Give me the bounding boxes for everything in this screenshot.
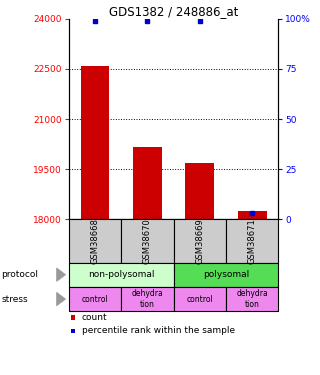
Text: polysomal: polysomal [203, 270, 249, 279]
Title: GDS1382 / 248886_at: GDS1382 / 248886_at [109, 4, 238, 18]
Text: GSM38668: GSM38668 [91, 218, 100, 264]
Text: dehydra
tion: dehydra tion [236, 290, 268, 309]
Bar [185, 162, 214, 219]
Text: GSM38670: GSM38670 [143, 218, 152, 264]
Text: non-polysomal: non-polysomal [88, 270, 155, 279]
Text: protocol: protocol [2, 270, 39, 279]
Text: dehydra
tion: dehydra tion [132, 290, 163, 309]
Text: GSM38671: GSM38671 [248, 218, 257, 264]
Bar [133, 147, 162, 219]
Text: control: control [187, 295, 213, 304]
Bar [238, 211, 267, 219]
Text: GSM38669: GSM38669 [195, 218, 204, 264]
Bar [81, 66, 109, 219]
Text: control: control [82, 295, 108, 304]
Text: count: count [82, 314, 107, 322]
Text: percentile rank within the sample: percentile rank within the sample [82, 327, 235, 336]
Text: stress: stress [2, 295, 28, 304]
